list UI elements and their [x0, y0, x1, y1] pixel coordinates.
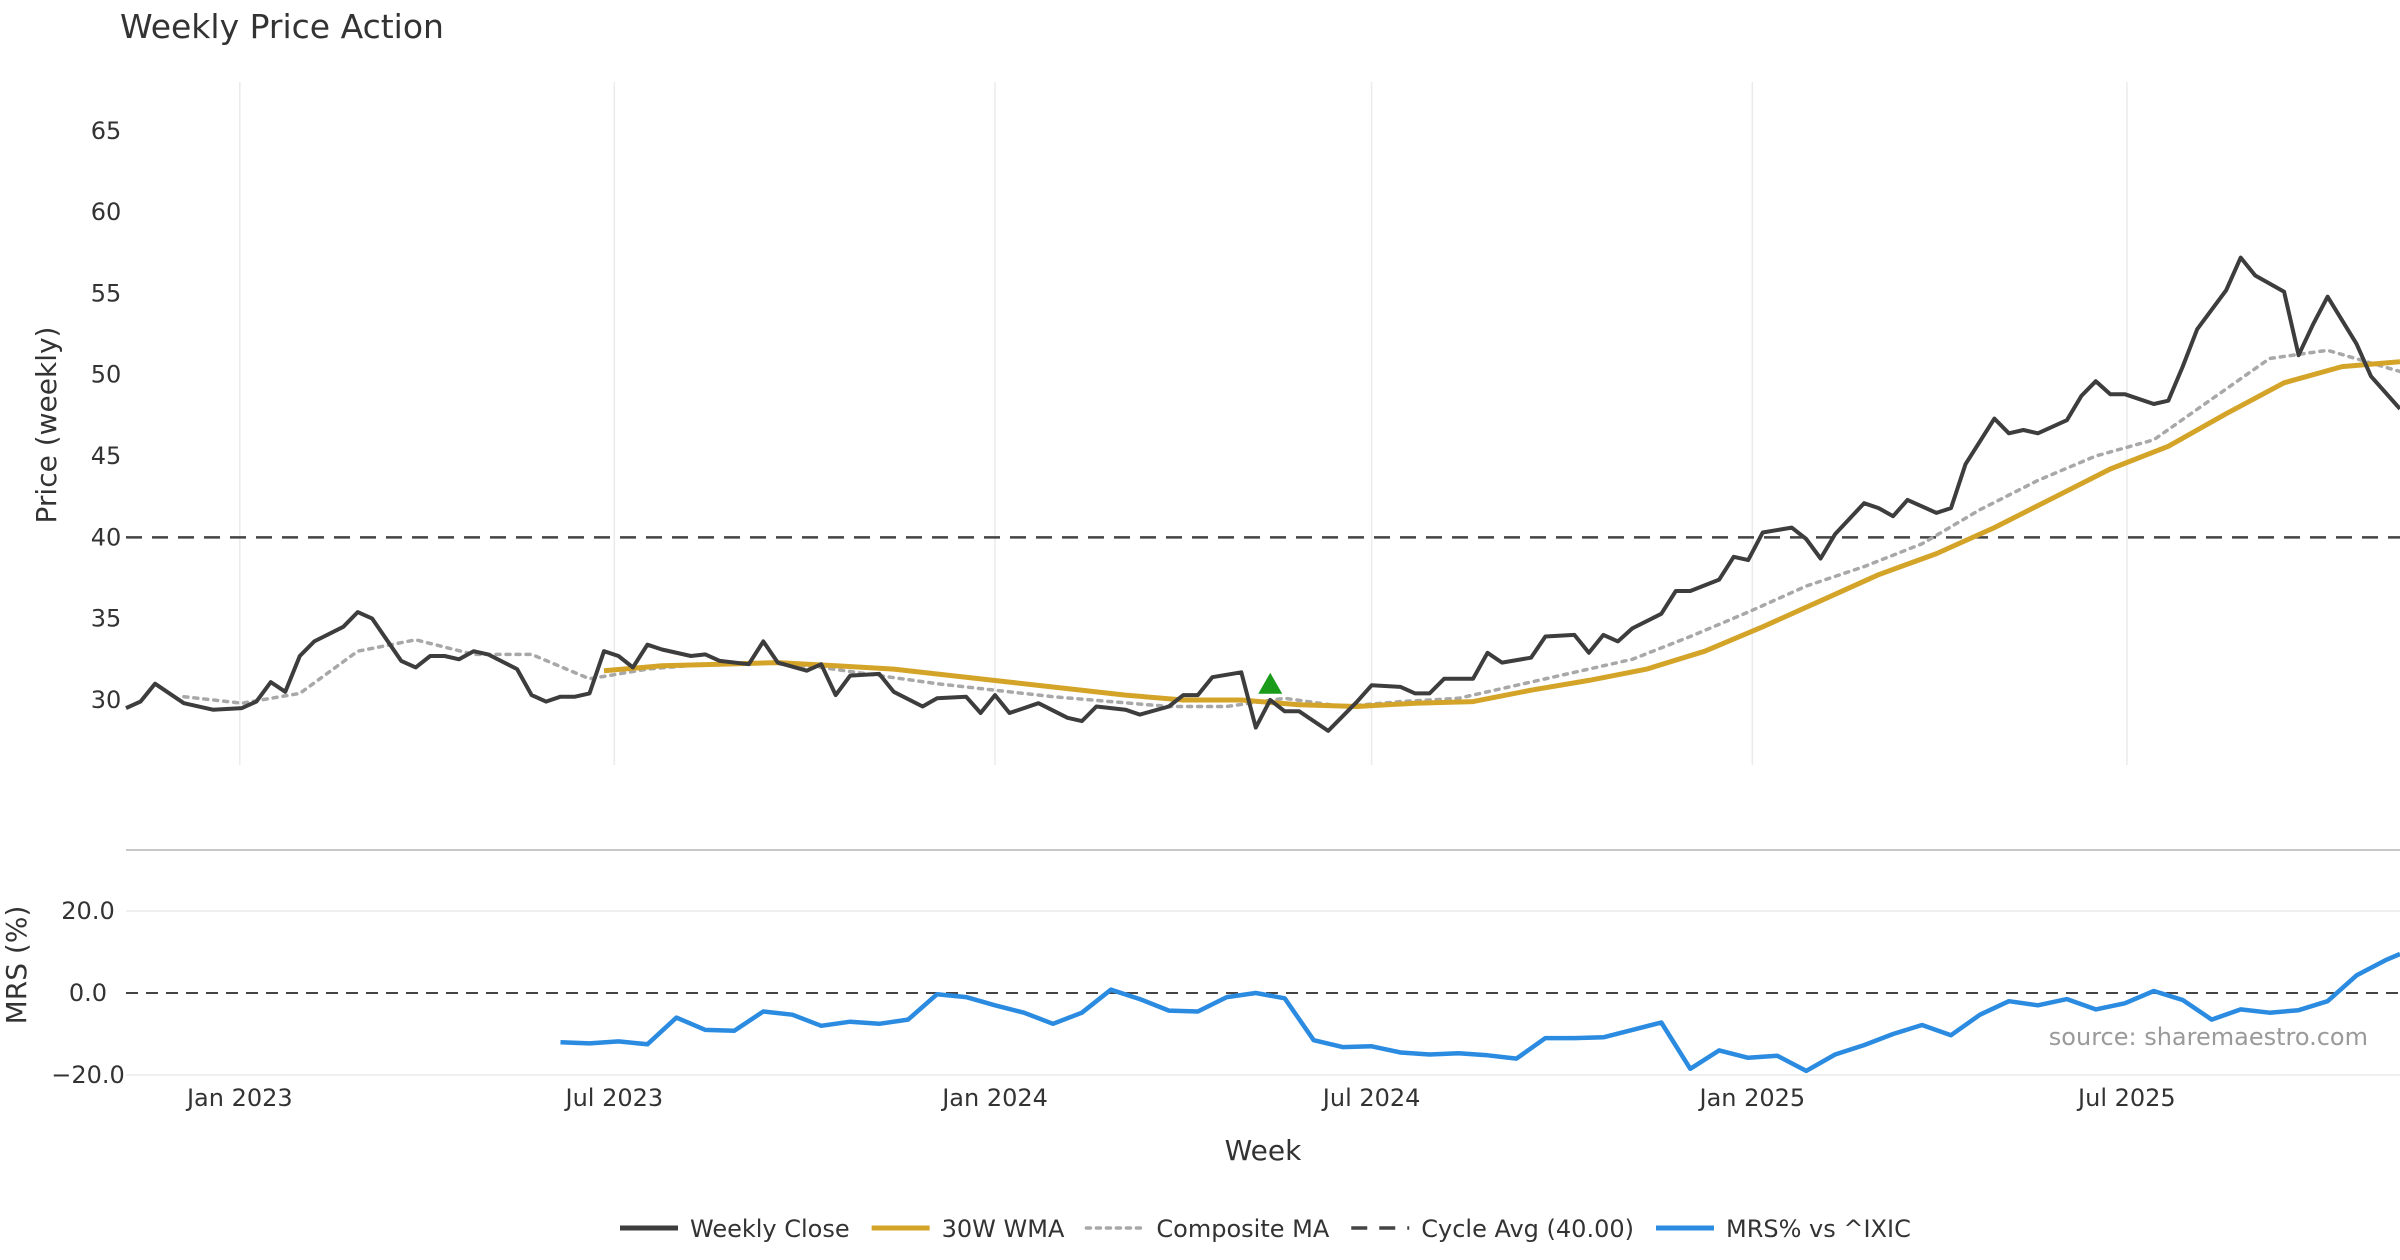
mrs-grid: [126, 910, 2400, 1076]
mrs-y-tick-label: 0.0: [69, 979, 107, 1007]
price-y-tick-label: 55: [91, 279, 122, 307]
price-y-tick-label: 30: [91, 686, 122, 714]
price-y-axis-label: Price (weekly): [30, 327, 63, 524]
composite-ma-line: [182, 348, 2400, 709]
buy-signal-marker: [1258, 672, 1283, 694]
wma-30w-line: [603, 359, 2400, 709]
legend-item: MRS% vs ^IXIC: [1655, 1215, 1911, 1243]
mrs-y-tick-label: 20.0: [61, 897, 114, 925]
price-y-tick-label: 60: [91, 198, 122, 226]
x-tick-label: Jan 2025: [1698, 1084, 1806, 1112]
x-tick-label: Jan 2024: [940, 1084, 1048, 1112]
legend-item: Cycle Avg (40.00): [1351, 1215, 1634, 1243]
legend-label: Composite MA: [1156, 1215, 1329, 1243]
legend: Weekly Close 30W WMA Composite MA Cycle Avg…: [620, 1215, 1911, 1243]
mrs-y-ticks: 20.0 0.0 −20.0: [51, 897, 125, 1089]
legend-label: Cycle Avg (40.00): [1421, 1215, 1634, 1243]
price-y-ticks: 30 35 40 45 50 55 60 65: [91, 117, 122, 714]
price-y-tick-label: 35: [91, 605, 122, 633]
mrs-y-axis-label: MRS (%): [0, 906, 33, 1025]
chart-title: Weekly Price Action: [120, 7, 444, 46]
x-tick-label: Jul 2025: [2076, 1084, 2176, 1112]
legend-item: 30W WMA: [871, 1215, 1065, 1243]
x-tick-label: Jul 2024: [1321, 1084, 1421, 1112]
legend-label: Weekly Close: [690, 1215, 850, 1243]
legend-item: Composite MA: [1084, 1215, 1330, 1243]
price-y-tick-label: 45: [91, 442, 122, 470]
price-grid: [239, 82, 2128, 765]
price-panel: 30 35 40 45 50 55 60 65 Price (weekly): [30, 82, 2400, 765]
x-axis-label: Week: [1225, 1134, 1302, 1167]
mrs-line: [560, 951, 2400, 1074]
x-tick-label: Jan 2023: [185, 1084, 293, 1112]
mrs-panel: 20.0 0.0 −20.0 MRS (%) source: sharemaestr…: [0, 897, 2400, 1089]
price-y-tick-label: 65: [91, 117, 122, 145]
x-ticks: Jan 2023 Jul 2023 Jan 2024 Jul 2024 Jan 2025…: [185, 1084, 2176, 1112]
source-note: source: sharemaestro.com: [2049, 1023, 2368, 1051]
legend-label: MRS% vs ^IXIC: [1726, 1215, 1911, 1243]
legend-label: 30W WMA: [942, 1215, 1065, 1243]
x-tick-label: Jul 2023: [563, 1084, 663, 1112]
price-y-tick-label: 40: [91, 523, 122, 551]
mrs-y-tick-label: −20.0: [51, 1061, 125, 1089]
legend-item: Weekly Close: [620, 1215, 850, 1243]
weekly-close-line: [125, 255, 2400, 733]
price-y-tick-label: 50: [91, 361, 122, 389]
